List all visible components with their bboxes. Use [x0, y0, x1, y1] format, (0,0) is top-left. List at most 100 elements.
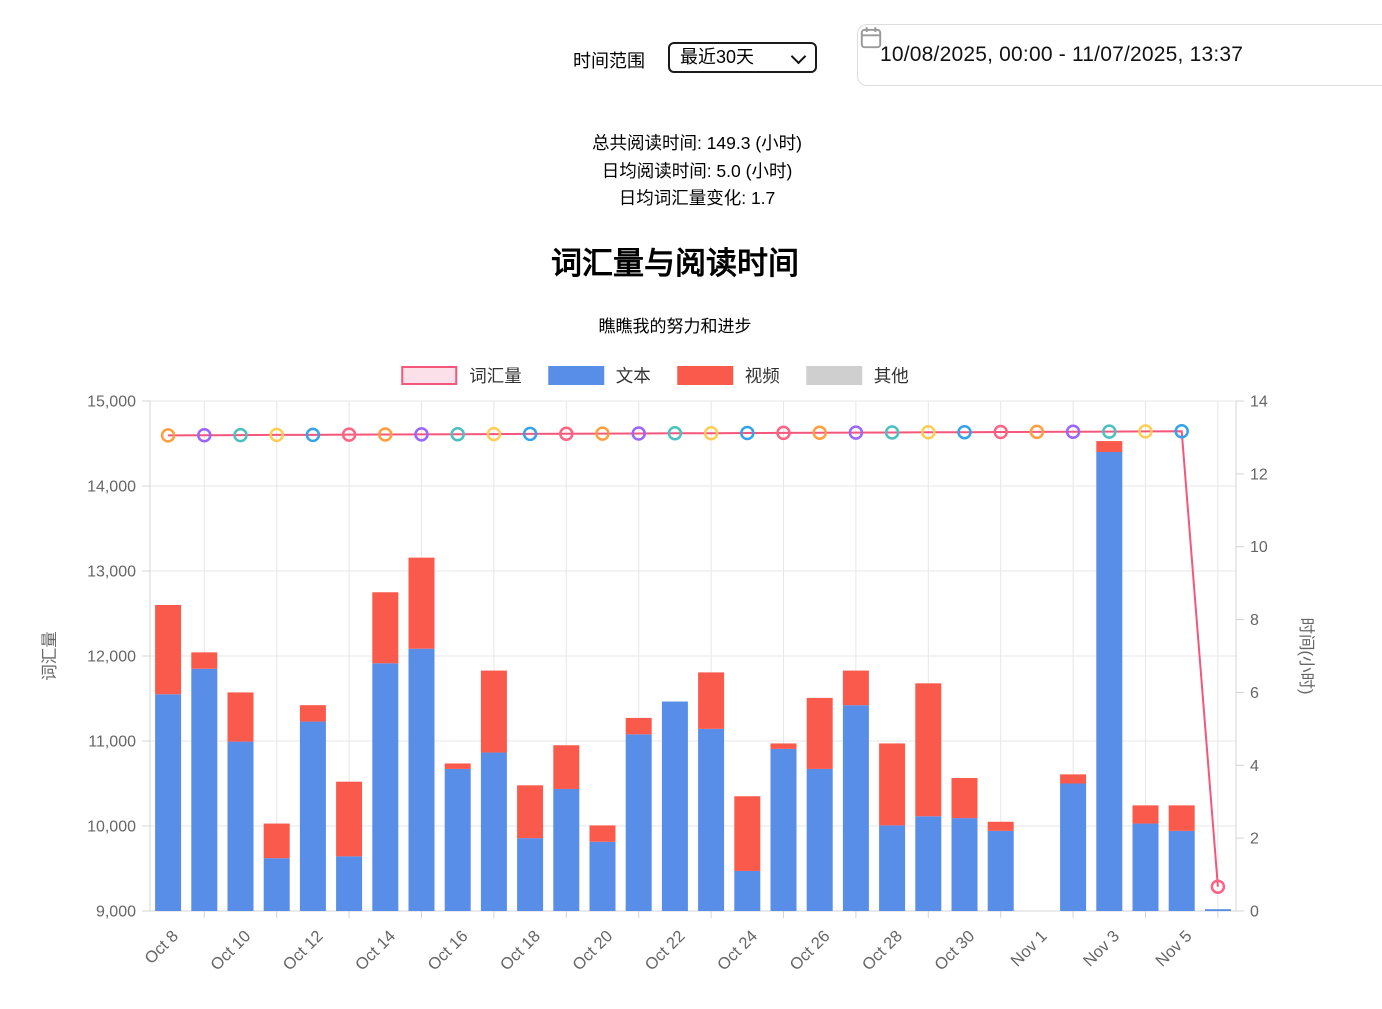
- vocab-point[interactable]: [160, 428, 176, 443]
- bar-segment-视频[interactable]: [299, 705, 326, 722]
- bar-segment-视频[interactable]: [227, 692, 254, 742]
- left-axis-tick-label: 15,000: [87, 394, 136, 411]
- bar-segment-文本[interactable]: [879, 825, 906, 911]
- legend-item-文本[interactable]: 文本: [547, 363, 651, 388]
- bar-segment-文本[interactable]: [734, 870, 761, 911]
- bar-segment-视频[interactable]: [480, 670, 507, 753]
- vocab-point[interactable]: [486, 426, 502, 442]
- bar-segment-文本[interactable]: [191, 668, 218, 911]
- legend-item-视频[interactable]: 视频: [676, 363, 780, 388]
- bar-segment-文本[interactable]: [806, 768, 833, 911]
- stat-daily-vocab-change: 日均词汇量变化: 1.7: [618, 188, 776, 208]
- bar-segment-文本[interactable]: [951, 818, 978, 911]
- vocab-point[interactable]: [957, 424, 972, 440]
- bar-segment-视频[interactable]: [408, 557, 435, 649]
- bar-segment-文本[interactable]: [155, 694, 182, 911]
- vocab-point[interactable]: [921, 425, 936, 440]
- vocab-point[interactable]: [559, 426, 574, 442]
- vocab-point[interactable]: [269, 427, 284, 443]
- time-range-select[interactable]: 最近30天: [668, 42, 817, 73]
- bar-segment-视频[interactable]: [372, 592, 399, 664]
- bar-segment-视频[interactable]: [734, 796, 761, 871]
- bar-segment-文本[interactable]: [408, 648, 435, 911]
- bar-segment-视频[interactable]: [263, 823, 290, 859]
- calendar-icon: [860, 27, 882, 49]
- vocab-point[interactable]: [595, 426, 610, 441]
- vocab-point[interactable]: [776, 425, 791, 441]
- bar-segment-视频[interactable]: [1132, 805, 1159, 824]
- bar-segment-视频[interactable]: [987, 821, 1014, 831]
- x-axis-tick-label: Oct 28: [859, 927, 906, 974]
- vocab-point[interactable]: [522, 426, 538, 442]
- bar-segment-视频[interactable]: [444, 763, 471, 769]
- vocab-point[interactable]: [378, 427, 393, 442]
- vocab-point[interactable]: [1210, 879, 1226, 894]
- legend-item-其他[interactable]: 其他: [805, 363, 909, 388]
- bar-segment-视频[interactable]: [1168, 805, 1195, 831]
- vocab-point[interactable]: [341, 427, 357, 442]
- vocab-point[interactable]: [1065, 424, 1081, 440]
- vocab-point[interactable]: [197, 428, 212, 443]
- bar-segment-文本[interactable]: [553, 788, 580, 911]
- vocab-point[interactable]: [1029, 424, 1045, 440]
- bar-segment-文本[interactable]: [372, 663, 399, 911]
- vocab-point[interactable]: [631, 426, 646, 441]
- bar-segment-文本[interactable]: [1132, 823, 1159, 911]
- vocab-point[interactable]: [812, 425, 827, 441]
- bar-segment-视频[interactable]: [806, 697, 833, 769]
- vocab-point[interactable]: [993, 424, 1008, 440]
- vocab-point[interactable]: [884, 425, 900, 440]
- legend-item-词汇量[interactable]: 词汇量: [401, 363, 522, 388]
- vocab-point[interactable]: [1102, 424, 1117, 439]
- vocab-point[interactable]: [848, 425, 864, 440]
- vocab-point[interactable]: [1138, 424, 1153, 439]
- bar-segment-文本[interactable]: [1168, 830, 1195, 911]
- bar-segment-文本[interactable]: [698, 728, 725, 911]
- bar-segment-视频[interactable]: [915, 683, 942, 817]
- x-axis-tick-label: Oct 14: [352, 927, 399, 974]
- bar-segment-文本[interactable]: [444, 768, 471, 911]
- bar-segment-文本[interactable]: [770, 748, 797, 911]
- bar-segment-文本[interactable]: [517, 838, 544, 911]
- date-range-picker[interactable]: 10/08/2025, 00:00 - 11/07/2025, 13:37: [857, 24, 1382, 86]
- bar-segment-文本[interactable]: [842, 705, 869, 911]
- bar-segment-文本[interactable]: [1204, 909, 1231, 911]
- bar-segment-文本[interactable]: [625, 734, 652, 911]
- bar-segment-视频[interactable]: [155, 605, 182, 695]
- bar-segment-文本[interactable]: [1060, 783, 1087, 912]
- bar-segment-文本[interactable]: [661, 701, 688, 911]
- vocab-point[interactable]: [1174, 424, 1189, 439]
- bar-segment-视频[interactable]: [770, 743, 797, 749]
- bar-segment-视频[interactable]: [879, 743, 906, 826]
- bar-segment-视频[interactable]: [1060, 774, 1087, 784]
- bar-segment-文本[interactable]: [336, 856, 363, 911]
- bar-segment-文本[interactable]: [987, 830, 1014, 911]
- vocab-point[interactable]: [703, 425, 719, 441]
- bar-segment-视频[interactable]: [625, 717, 652, 735]
- bar-segment-视频[interactable]: [336, 781, 363, 857]
- vocab-point[interactable]: [450, 426, 465, 442]
- bar-segment-文本[interactable]: [589, 841, 616, 911]
- bar-segment-文本[interactable]: [1096, 452, 1123, 911]
- bar-segment-文本[interactable]: [480, 752, 507, 911]
- legend-swatch: [547, 366, 604, 385]
- bar-segment-视频[interactable]: [191, 652, 218, 669]
- bar-segment-文本[interactable]: [227, 741, 254, 911]
- vocab-point[interactable]: [740, 425, 755, 441]
- vocab-point[interactable]: [414, 427, 429, 442]
- bar-segment-视频[interactable]: [951, 778, 978, 819]
- bar-segment-视频[interactable]: [517, 785, 544, 839]
- vocab-point[interactable]: [667, 426, 683, 441]
- bar-segment-文本[interactable]: [299, 721, 326, 911]
- bar-segment-视频[interactable]: [698, 672, 725, 729]
- bar-segment-视频[interactable]: [1096, 441, 1123, 452]
- bar-segment-文本[interactable]: [263, 858, 290, 911]
- bar-segment-视频[interactable]: [842, 670, 869, 706]
- vocab-point[interactable]: [305, 427, 321, 443]
- bar-segment-视频[interactable]: [553, 745, 580, 789]
- bar-segment-视频[interactable]: [589, 825, 616, 842]
- x-axis-tick-label: Oct 26: [786, 927, 833, 974]
- bar-segment-文本[interactable]: [915, 816, 942, 911]
- vocab-point[interactable]: [233, 427, 248, 443]
